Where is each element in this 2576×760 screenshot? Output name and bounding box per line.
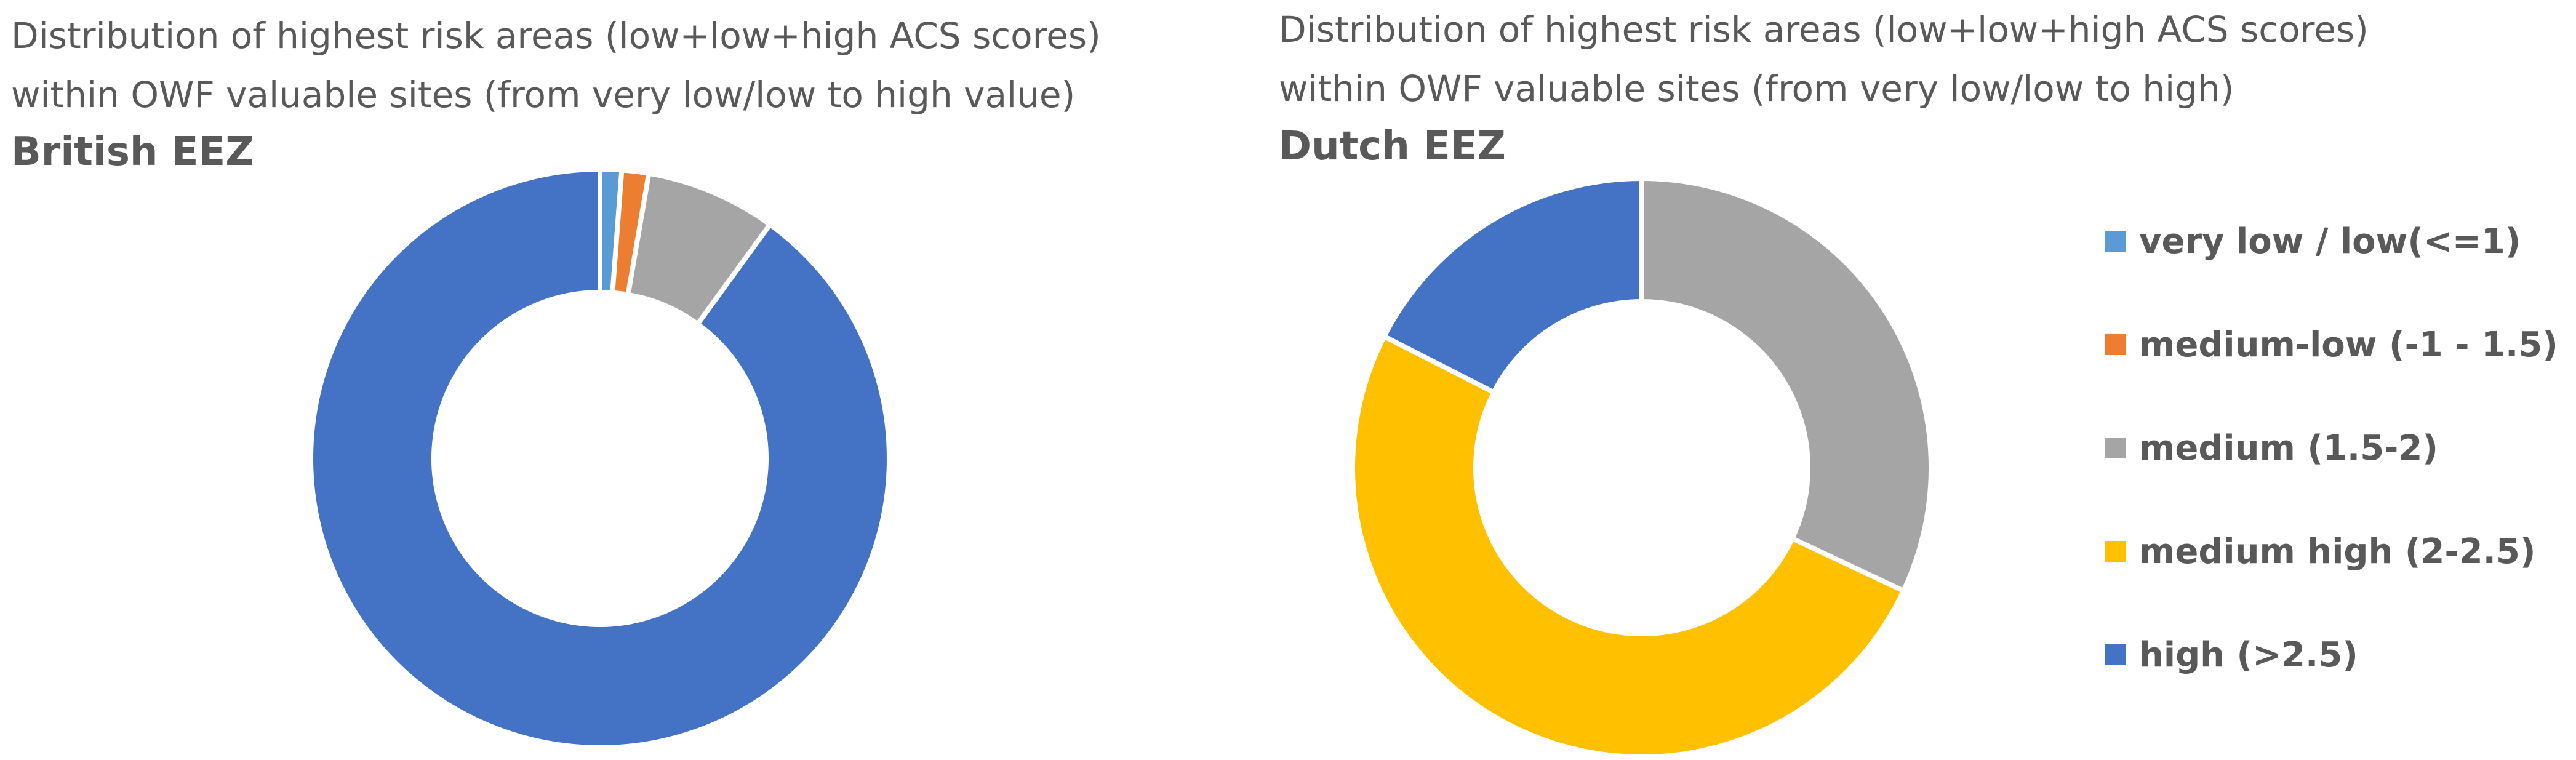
- donut-slice-medium: [1639, 176, 1934, 594]
- chart-subtitle-british: British EEZ: [11, 129, 254, 175]
- chart-title-line: within OWF valuable sites (from very low…: [1279, 68, 2234, 110]
- legend-label: high (>2.5): [2139, 634, 2358, 675]
- chart-title-line: Distribution of highest risk areas (low+…: [11, 15, 1101, 57]
- legend-item: medium-low (-1 - 1.5): [2105, 293, 2558, 396]
- donut-slice-medium-high: [1350, 334, 1906, 759]
- donut-slice-high: [308, 167, 892, 750]
- legend-item: very low / low(<=1): [2105, 190, 2558, 293]
- chart-title-dutch: Distribution of highest risk areas (low+…: [1279, 0, 2369, 118]
- chart-title-line: Distribution of highest risk areas (low+…: [1279, 9, 2369, 50]
- legend-label: medium high (2-2.5): [2139, 531, 2536, 572]
- legend-swatch: [2105, 644, 2126, 665]
- legend-swatch: [2105, 231, 2126, 252]
- legend-item: medium (1.5-2): [2105, 396, 2558, 500]
- donut-slice-high: [1382, 176, 1644, 395]
- legend-item: high (>2.5): [2105, 603, 2558, 706]
- legend-swatch: [2105, 438, 2126, 458]
- chart-title-line: within OWF valuable sites (from very low…: [11, 74, 1076, 116]
- legend-swatch: [2105, 541, 2126, 562]
- legend-label: medium (1.5-2): [2139, 428, 2438, 468]
- legend-label: very low / low(<=1): [2139, 221, 2521, 262]
- legend-swatch: [2105, 334, 2126, 355]
- chart-subtitle-dutch: Dutch EEZ: [1279, 124, 1506, 169]
- chart-legend: very low / low(<=1) medium-low (-1 - 1.5…: [2105, 190, 2558, 706]
- legend-label: medium-low (-1 - 1.5): [2139, 324, 2558, 365]
- legend-item: medium high (2-2.5): [2105, 500, 2558, 603]
- chart-title-british: Distribution of highest risk areas (low+…: [11, 6, 1101, 124]
